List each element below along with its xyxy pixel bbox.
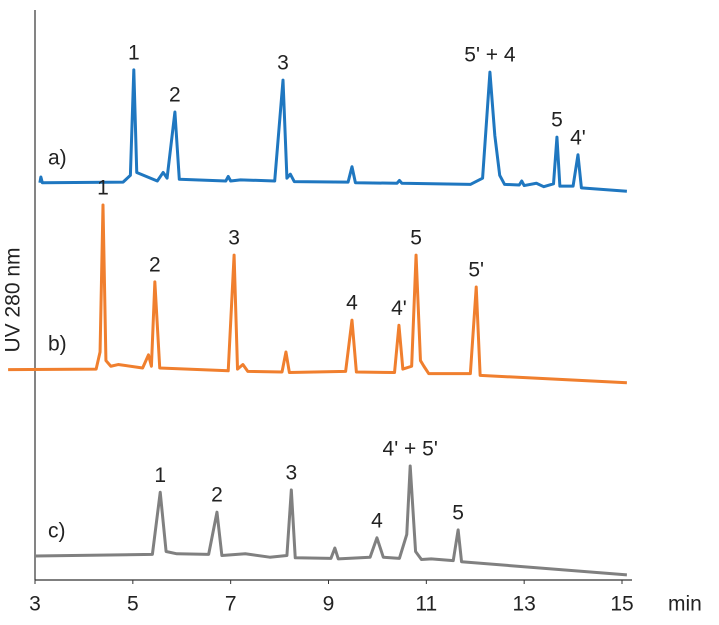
peak-label: 1 — [154, 464, 166, 487]
peak-label: 4' — [570, 126, 586, 149]
peak-label: 4 — [346, 292, 358, 315]
peak-label: 5 — [452, 501, 464, 524]
x-tick-label: 11 — [415, 593, 437, 616]
x-tick-label: 9 — [323, 593, 335, 616]
peak-label: 4 — [371, 509, 383, 532]
trace-label: b) — [48, 333, 67, 356]
trace — [34, 464, 628, 577]
x-tick-label: 7 — [225, 593, 237, 616]
trace-label: a) — [48, 146, 67, 169]
peak-label: 2 — [211, 484, 223, 507]
peak-label: 4' — [391, 297, 407, 320]
peak-label: 3 — [277, 52, 289, 75]
peak-label: 3 — [285, 461, 297, 484]
peak-label: 5' — [468, 259, 484, 282]
peak-label: 4' + 5' — [383, 438, 438, 461]
peak-label: 2 — [149, 253, 161, 276]
peak-label: 1 — [128, 41, 140, 64]
peak-label: 3 — [228, 227, 240, 250]
trace — [8, 203, 627, 385]
peak-label: 1 — [97, 176, 109, 199]
peak-label: 5 — [551, 109, 563, 132]
trace-label: c) — [48, 520, 66, 543]
peak-label: 5' + 4 — [464, 44, 516, 67]
x-tick-label: 3 — [29, 593, 41, 616]
trace — [38, 68, 628, 193]
peak-label: 2 — [169, 84, 181, 107]
peak-label: 5 — [410, 227, 422, 250]
x-tick-label: 15 — [610, 593, 633, 616]
y-axis-label: UV 280 nm — [2, 247, 25, 352]
x-tick-label: 5 — [127, 593, 139, 616]
x-axis-label: min — [668, 593, 702, 616]
x-tick-label: 13 — [512, 593, 535, 616]
